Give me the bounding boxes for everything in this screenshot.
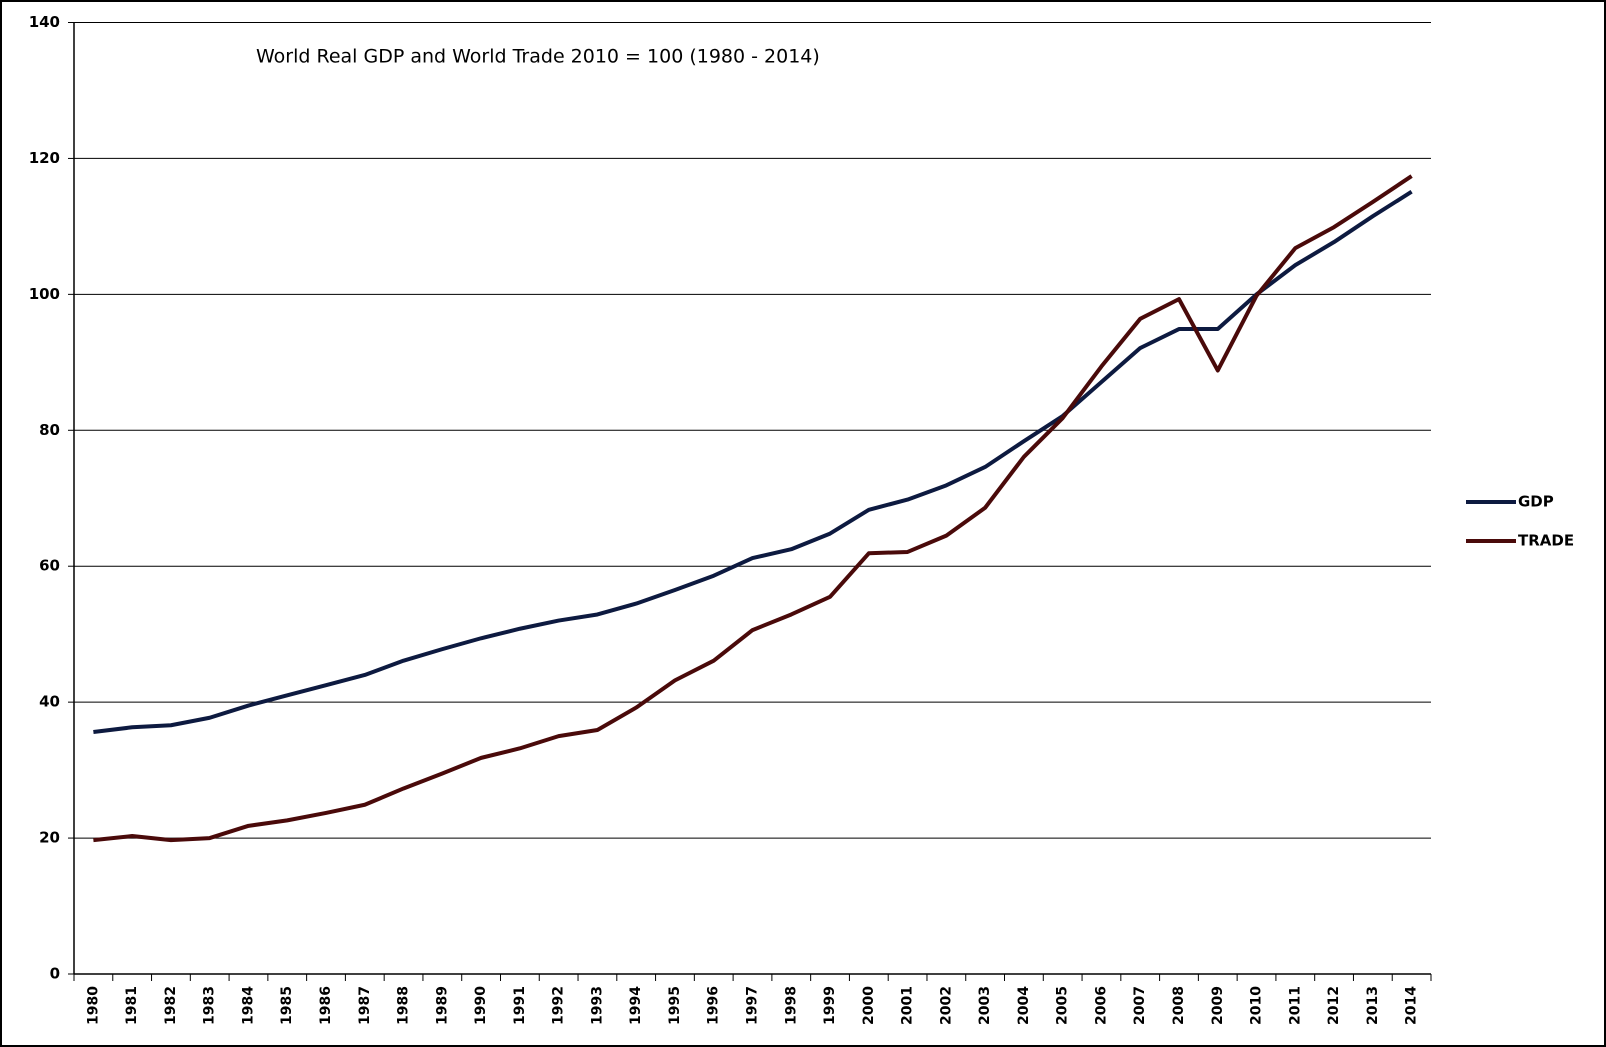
y-tick-label: 100 (29, 285, 60, 303)
x-tick-label: 1994 (628, 986, 644, 1025)
x-tick-label: 1993 (589, 986, 605, 1025)
y-tick-label: 60 (39, 557, 60, 575)
line-series (93, 174, 1413, 843)
x-tick-label: 2014 (1404, 986, 1420, 1025)
y-tick-label: 140 (29, 13, 60, 31)
x-tick-label: 1995 (667, 986, 683, 1025)
x-tick-label: 2008 (1171, 986, 1187, 1025)
x-tick-label: 1985 (279, 986, 295, 1025)
x-tick-label: 2002 (938, 986, 954, 1025)
x-tick-label: 1982 (163, 986, 179, 1025)
y-tick-label: 40 (39, 693, 60, 711)
x-tick-label: 2003 (977, 986, 993, 1025)
x-tick-label: 1997 (745, 986, 761, 1025)
x-tick-label: 1999 (822, 986, 838, 1025)
x-tick-label: 2007 (1132, 986, 1148, 1025)
x-tick-label: 2000 (861, 986, 877, 1025)
x-tick-label: 1992 (551, 986, 567, 1025)
x-tick-label: 2006 (1093, 986, 1109, 1025)
x-tick-label: 1987 (357, 986, 373, 1025)
x-tick-label: 2001 (900, 986, 916, 1025)
x-tick-label: 1988 (396, 986, 412, 1025)
y-tick-label: 80 (39, 421, 60, 439)
y-tick-label: 0 (50, 965, 60, 983)
line-series (93, 190, 1413, 735)
y-tick-label: 120 (29, 149, 60, 167)
x-tick-label: 1984 (240, 986, 256, 1025)
x-tick-label: 1986 (318, 986, 334, 1025)
y-tick-label: 20 (39, 829, 60, 847)
x-tick-label: 2013 (1365, 986, 1381, 1025)
x-tick-label: 1991 (512, 986, 528, 1025)
x-tick-label: 2012 (1326, 986, 1342, 1025)
x-tick-label: 1996 (706, 986, 722, 1025)
x-tick-label: 2004 (1016, 986, 1032, 1025)
x-tick-label: 1998 (783, 986, 799, 1025)
x-tick-label: 2010 (1249, 986, 1265, 1025)
x-tick-label: 1989 (434, 986, 450, 1025)
chart-title: World Real GDP and World Trade 2010 = 10… (256, 46, 820, 68)
legend-label: TRADE (1518, 532, 1574, 550)
x-tick-label: 2011 (1287, 986, 1303, 1025)
x-tick-label: 1983 (202, 986, 218, 1025)
x-tick-label: 2009 (1210, 986, 1226, 1025)
x-tick-label: 1981 (124, 986, 140, 1025)
legend-label: GDP (1518, 493, 1554, 511)
x-tick-label: 1980 (85, 986, 101, 1025)
x-tick-label: 1990 (473, 986, 489, 1025)
x-tick-label: 2005 (1055, 986, 1071, 1025)
